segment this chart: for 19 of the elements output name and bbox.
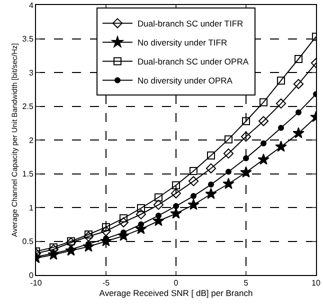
x-tick-label: 0 xyxy=(174,278,179,288)
y-tick-label: 2.5 xyxy=(22,102,34,112)
x-axis-title: Average Received SNR [ dB] per Branch xyxy=(99,288,253,298)
x-tick-label: -5 xyxy=(102,278,110,288)
x-tick-label: -10 xyxy=(30,278,42,288)
x-tick-label: 5 xyxy=(244,278,249,288)
y-tick-label: 2 xyxy=(28,136,34,145)
y-tick-label: 1 xyxy=(28,203,34,212)
y-tick-label: 1.5 xyxy=(22,170,34,179)
y-tick-label: 3 xyxy=(28,68,34,78)
y-tick-label: 0 xyxy=(28,270,34,280)
legend-label: No diversity under TIFR xyxy=(138,38,228,48)
y-tick-label: 4 xyxy=(28,0,34,10)
x-tick-label: 10 xyxy=(312,278,321,288)
y-tick-label: 0.5 xyxy=(22,237,34,246)
legend-label: Dual-branch SC under OPRA xyxy=(138,56,249,67)
legend-label: No diversity under OPRA xyxy=(138,76,233,86)
legend-label: Dual-branch SC under TIFR xyxy=(138,18,244,29)
y-tick-label: 3.5 xyxy=(22,34,34,44)
